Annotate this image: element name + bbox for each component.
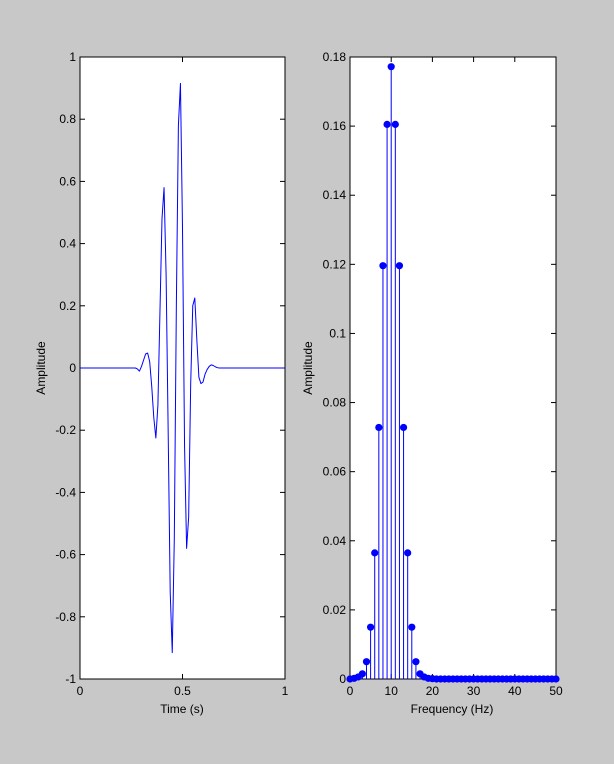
x-tick-label: 50 [549, 684, 563, 698]
stem-marker [395, 262, 404, 270]
y-tick-label: 0.14 [323, 188, 347, 202]
frequency-y-ticks: 0 0.02 0.04 0.06 0.08 0.1 0.12 0.14 0.16 0.18 [323, 50, 556, 686]
series-line [80, 82, 285, 654]
stem-marker [552, 675, 560, 683]
stem-marker [387, 63, 395, 71]
time-plot: -1-0.8-0.6-0.4-0.200.20.40.60.81 0 0.5 1 T… [34, 50, 289, 716]
y-tick-label: 0.1 [329, 326, 346, 340]
stem-marker [367, 623, 375, 631]
y-tick-label: -0.2 [55, 423, 76, 437]
stem-marker [412, 658, 420, 666]
x-tick-label: 1 [282, 684, 289, 698]
x-tick-label: 30 [467, 684, 481, 698]
time-series [80, 82, 285, 654]
y-tick-label: 1 [69, 50, 76, 64]
x-tick-label: 0.5 [174, 684, 191, 698]
y-tick-label: 0.12 [323, 257, 347, 271]
time-x-ticks: 0 0.5 1 [77, 57, 289, 698]
frequency-series [346, 63, 560, 683]
x-tick-label: 0 [347, 684, 354, 698]
y-tick-label: 0.6 [59, 174, 76, 188]
frequency-y-axis-label: Amplitude [301, 341, 315, 395]
stem-marker [379, 262, 387, 270]
stem-marker [404, 549, 412, 557]
y-tick-label: 0.18 [323, 50, 347, 64]
time-y-axis-label: Amplitude [34, 341, 48, 395]
y-tick-label: 0.02 [323, 603, 347, 617]
y-tick-label: 0 [339, 672, 346, 686]
x-tick-label: 0 [77, 684, 84, 698]
stem-marker [399, 423, 408, 432]
frequency-x-axis-label: Frequency (Hz) [411, 702, 494, 716]
stem-marker [383, 120, 391, 128]
y-tick-label: 0.8 [59, 112, 76, 126]
frequency-plot: 0 0.02 0.04 0.06 0.08 0.1 0.12 0.14 0.16 0.18 0 10… [301, 50, 563, 716]
y-tick-label: -0.8 [55, 610, 76, 624]
stem-marker [375, 423, 383, 432]
y-tick-label: 0.2 [59, 299, 76, 313]
y-tick-label: 0.08 [323, 396, 347, 410]
y-tick-label: 0.16 [323, 119, 347, 133]
x-tick-label: 10 [385, 684, 399, 698]
y-tick-label: 0 [69, 361, 76, 375]
y-tick-label: -0.6 [55, 548, 76, 562]
stem-marker [371, 549, 379, 557]
stem-marker [408, 623, 416, 631]
y-tick-label: 0.4 [59, 237, 76, 251]
y-tick-label: 0.04 [323, 534, 347, 548]
y-tick-label: -1 [65, 672, 76, 686]
y-tick-label: 0.06 [323, 465, 347, 479]
frequency-plot-area [349, 56, 557, 680]
stem-marker [391, 120, 399, 128]
stem-marker [362, 658, 371, 666]
frequency-x-ticks: 0 10 20 30 40 50 [347, 57, 563, 698]
x-tick-label: 20 [426, 684, 440, 698]
y-tick-label: -0.4 [55, 485, 76, 499]
x-tick-label: 40 [508, 684, 522, 698]
stem-marker [358, 670, 366, 678]
time-x-axis-label: Time (s) [160, 702, 204, 716]
